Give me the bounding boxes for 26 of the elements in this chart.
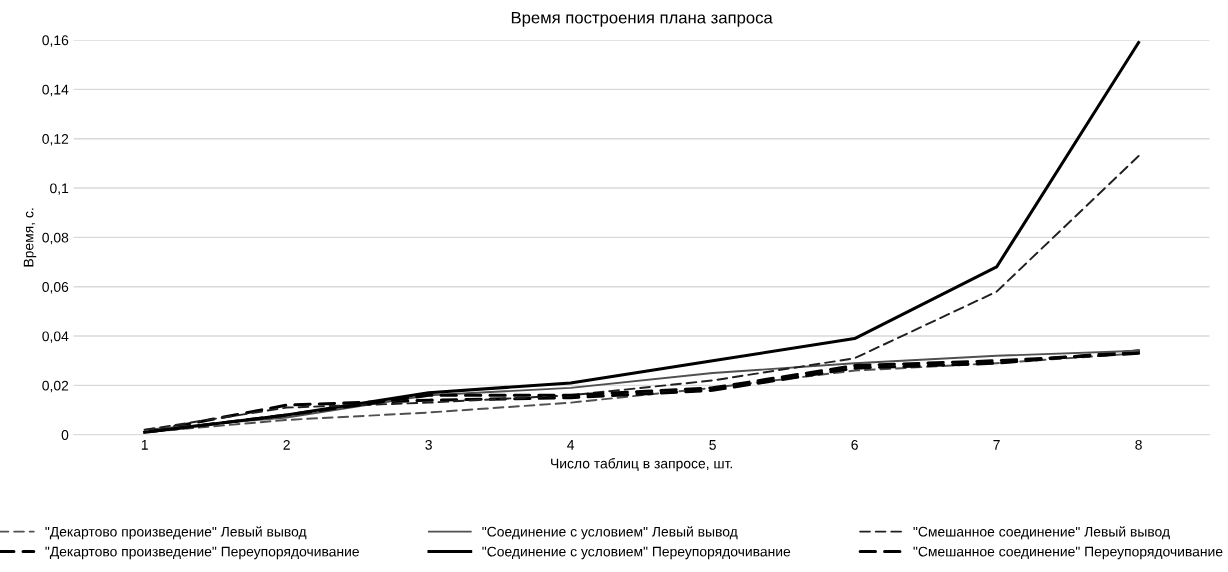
x-tick-label: 8 — [1135, 439, 1142, 450]
x-tick-label: 1 — [141, 440, 148, 450]
y-tick-label: 0,14 — [42, 84, 69, 97]
y-tick-label: 0,02 — [42, 380, 69, 393]
legend-label: "Смешанное соединение" Переупорядочивание — [913, 546, 1223, 560]
y-axis-title: Время, с. — [23, 208, 37, 267]
y-tick-label: 0,1 — [50, 183, 69, 195]
y-tick-label: 0,12 — [42, 134, 69, 146]
legend-label: "Смешанное соединение" Левый вывод — [913, 526, 1170, 540]
y-tick-label: 0,16 — [42, 35, 69, 47]
x-axis-title: Число таблиц в запросе, шт. — [551, 458, 732, 472]
legend-label: "Соединение с условием" Левый вывод — [482, 526, 738, 540]
legend-label: "Декартово произведение" Переупорядочивание — [45, 546, 359, 560]
y-tick-label: 0,06 — [42, 282, 69, 294]
y-tick-label: 0,08 — [42, 232, 69, 245]
x-tick-label: 2 — [283, 439, 290, 450]
legend-label: "Соединение с условием" Переупорядочивание — [482, 546, 791, 560]
x-tick-label: 4 — [567, 440, 575, 450]
x-tick-label: 5 — [709, 440, 716, 450]
x-tick-label: 3 — [425, 439, 432, 450]
chart-title: Время построения плана запроса — [511, 11, 773, 27]
x-tick-label: 7 — [993, 440, 1000, 450]
y-tick-label: 0 — [61, 430, 69, 440]
legend-label: "Декартово произведение" Левый вывод — [45, 526, 307, 540]
y-tick-label: 0,04 — [42, 331, 69, 343]
x-tick-label: 6 — [851, 439, 858, 450]
